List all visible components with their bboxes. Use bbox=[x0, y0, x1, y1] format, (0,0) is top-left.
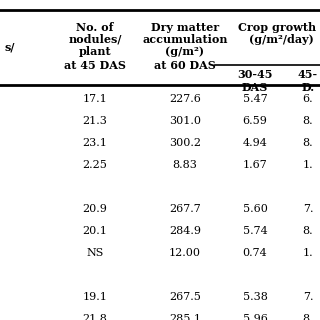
Text: 301.0: 301.0 bbox=[169, 116, 201, 126]
Text: 4.94: 4.94 bbox=[243, 138, 268, 148]
Text: 5.60: 5.60 bbox=[243, 204, 268, 214]
Text: Crop growth r: Crop growth r bbox=[237, 22, 320, 33]
Text: 6.: 6. bbox=[303, 94, 313, 104]
Text: 21.8: 21.8 bbox=[83, 314, 108, 320]
Text: 227.6: 227.6 bbox=[169, 94, 201, 104]
Text: 8.: 8. bbox=[303, 138, 313, 148]
Text: 20.9: 20.9 bbox=[83, 204, 108, 214]
Text: 8.: 8. bbox=[303, 314, 313, 320]
Text: 267.5: 267.5 bbox=[169, 292, 201, 302]
Text: 2.25: 2.25 bbox=[83, 160, 108, 170]
Text: 8.: 8. bbox=[303, 116, 313, 126]
Text: 5.96: 5.96 bbox=[243, 314, 268, 320]
Text: 284.9: 284.9 bbox=[169, 226, 201, 236]
Text: 7.: 7. bbox=[303, 204, 313, 214]
Text: s/: s/ bbox=[5, 42, 15, 53]
Text: 1.: 1. bbox=[303, 248, 313, 258]
Text: 21.3: 21.3 bbox=[83, 116, 108, 126]
Text: DAS: DAS bbox=[242, 82, 268, 93]
Text: 30-45: 30-45 bbox=[237, 69, 273, 80]
Text: 12.00: 12.00 bbox=[169, 248, 201, 258]
Text: D.: D. bbox=[301, 82, 315, 93]
Text: at 45 DAS: at 45 DAS bbox=[64, 60, 126, 71]
Text: 17.1: 17.1 bbox=[83, 94, 108, 104]
Text: 267.7: 267.7 bbox=[169, 204, 201, 214]
Text: 1.67: 1.67 bbox=[243, 160, 268, 170]
Text: Dry matter: Dry matter bbox=[151, 22, 219, 33]
Text: 45-: 45- bbox=[298, 69, 318, 80]
Text: 5.47: 5.47 bbox=[243, 94, 268, 104]
Text: 5.74: 5.74 bbox=[243, 226, 268, 236]
Text: plant: plant bbox=[79, 46, 111, 57]
Text: 20.1: 20.1 bbox=[83, 226, 108, 236]
Text: nodules/: nodules/ bbox=[68, 34, 122, 45]
Text: 19.1: 19.1 bbox=[83, 292, 108, 302]
Text: 23.1: 23.1 bbox=[83, 138, 108, 148]
Text: 5.38: 5.38 bbox=[243, 292, 268, 302]
Text: 0.74: 0.74 bbox=[243, 248, 268, 258]
Text: (g/m²): (g/m²) bbox=[165, 46, 204, 57]
Text: 1.: 1. bbox=[303, 160, 313, 170]
Text: 8.83: 8.83 bbox=[172, 160, 197, 170]
Text: 8.: 8. bbox=[303, 226, 313, 236]
Text: at 60 DAS: at 60 DAS bbox=[154, 60, 216, 71]
Text: 300.2: 300.2 bbox=[169, 138, 201, 148]
Text: (g/m²/day): (g/m²/day) bbox=[249, 34, 314, 45]
Text: NS: NS bbox=[86, 248, 104, 258]
Text: accumulation: accumulation bbox=[142, 34, 228, 45]
Text: No. of: No. of bbox=[76, 22, 114, 33]
Text: 7.: 7. bbox=[303, 292, 313, 302]
Text: 285.1: 285.1 bbox=[169, 314, 201, 320]
Text: 6.59: 6.59 bbox=[243, 116, 268, 126]
